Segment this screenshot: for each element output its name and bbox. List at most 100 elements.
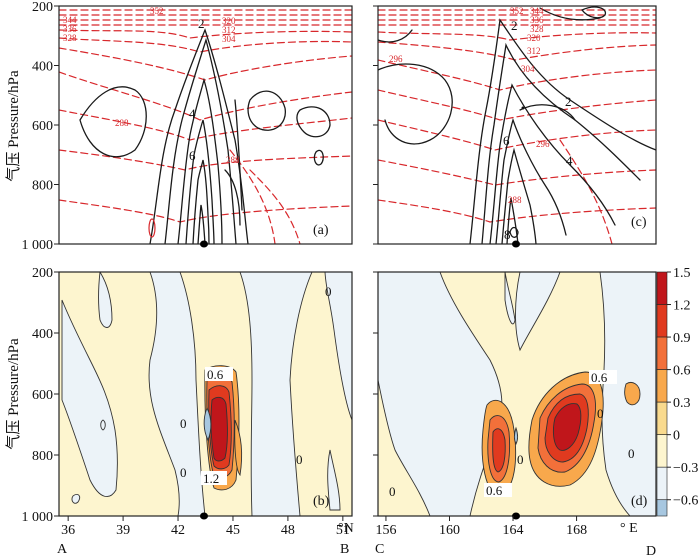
x-tick-label: 160 bbox=[439, 523, 460, 538]
x-tick-label: 156 bbox=[375, 523, 396, 538]
contour-label: 0 bbox=[180, 416, 187, 431]
colorbar-label: 1.5 bbox=[673, 266, 691, 281]
red-contour-labels-c: 352 344 336 328 320 312 304 296 296 288 bbox=[389, 6, 550, 205]
colorbar-label: 0.9 bbox=[673, 331, 691, 346]
colorbar-swatch bbox=[656, 369, 668, 403]
colorbar-swatch bbox=[656, 304, 668, 338]
red-contour-labels-a: 344 336 328 352 320 312 304 288 288 bbox=[63, 6, 240, 165]
black-contour-label: 2 bbox=[565, 94, 572, 109]
red-isentrope-contours bbox=[378, 9, 656, 244]
location-marker bbox=[200, 240, 208, 248]
location-marker bbox=[512, 512, 520, 520]
small-marker bbox=[521, 106, 525, 110]
y-tick-label: 1 000 bbox=[22, 238, 54, 253]
red-contour-label: 336 bbox=[530, 15, 544, 25]
red-contour-label: 304 bbox=[521, 64, 535, 74]
colorbar-label: 0.3 bbox=[673, 396, 691, 411]
panel-b: 0.6 0 0 1.2 0 0 (b) bbox=[58, 271, 353, 520]
x-tick-label: 36 bbox=[61, 523, 75, 538]
contour-label: 0 bbox=[325, 284, 332, 299]
red-contour-label: 312 bbox=[222, 25, 236, 35]
y-tick-label: 800 bbox=[32, 179, 53, 194]
colorbar-label: 1.2 bbox=[673, 299, 691, 314]
x-axis-unit-right: ° E bbox=[620, 521, 638, 536]
contour-label: 0 bbox=[597, 406, 604, 421]
panel-d: 0.6 0.6 0 0 0 0 (d) bbox=[377, 271, 657, 520]
y-tick-label: 600 bbox=[32, 119, 53, 134]
x-tick-label: 42 bbox=[171, 523, 185, 538]
panel-label: (c) bbox=[631, 215, 647, 230]
contour-labels-c: 2 2 4 6 8 bbox=[503, 18, 573, 242]
warm-anomaly-cores bbox=[481, 371, 641, 496]
black-contour-label: 2 bbox=[198, 16, 205, 31]
red-contour-label: 288 bbox=[508, 195, 522, 205]
black-wind-contours bbox=[79, 28, 331, 244]
red-contour-label: 344 bbox=[63, 15, 77, 25]
panel-a: 2 4 6 344 336 328 352 320 312 304 288 28… bbox=[58, 5, 353, 248]
red-contour-label: 320 bbox=[222, 16, 236, 26]
contour-label-box bbox=[201, 471, 227, 485]
section-point-d: D bbox=[646, 544, 656, 556]
panel-c: 2 2 4 6 8 352 344 336 328 320 312 304 29… bbox=[377, 5, 657, 248]
contour-label: 0.6 bbox=[591, 370, 608, 385]
red-contour-label: 352 bbox=[510, 6, 524, 16]
red-contour-label: 288 bbox=[226, 155, 240, 165]
red-contour-label: 352 bbox=[150, 6, 164, 16]
colorbar-label: −0.3 bbox=[673, 461, 698, 476]
colorbar-swatch bbox=[656, 434, 668, 468]
y-axis-title: 气压 Pressure/hPa bbox=[5, 338, 22, 450]
warm-anomaly-core bbox=[203, 365, 243, 491]
contour-labels-b: 0.6 0 0 1.2 0 0 bbox=[180, 284, 332, 486]
y-tick-label: 800 bbox=[32, 449, 53, 464]
panel-label: (a) bbox=[313, 223, 329, 238]
red-contour-label: 336 bbox=[63, 24, 77, 34]
x-tick-label: 39 bbox=[116, 523, 130, 538]
colorbar: 1.5 1.2 0.9 0.6 0.3 0 −0.3 −0.6 bbox=[656, 266, 698, 517]
red-contour-label: 296 bbox=[536, 139, 550, 149]
red-contour-label: 328 bbox=[63, 33, 77, 43]
black-contour-label: 4 bbox=[566, 153, 573, 168]
contour-label-box bbox=[589, 370, 617, 384]
colorbar-swatch bbox=[656, 466, 668, 501]
red-contour-label: 312 bbox=[527, 46, 541, 56]
contour-label: 1.2 bbox=[203, 471, 219, 486]
red-contour-label: 296 bbox=[389, 54, 403, 64]
colorbar-label: −0.6 bbox=[673, 494, 698, 509]
y-tick-label: 200 bbox=[32, 0, 53, 15]
colorbar-swatch bbox=[656, 271, 668, 305]
x-axis-unit-left: °N bbox=[338, 521, 354, 536]
y-tick-label: 600 bbox=[32, 388, 53, 403]
contour-labels-d: 0.6 0.6 0 0 0 0 bbox=[389, 370, 635, 499]
section-point-b: B bbox=[340, 542, 349, 556]
black-wind-contours bbox=[378, 6, 656, 244]
black-contour-label: 4 bbox=[189, 106, 196, 121]
x-tick-label: 48 bbox=[281, 523, 295, 538]
contour-label: 0.6 bbox=[207, 367, 224, 382]
location-marker bbox=[200, 512, 208, 520]
y-tick-label: 1 000 bbox=[22, 510, 54, 525]
contour-label: 0.6 bbox=[486, 483, 503, 498]
colorbar-swatch bbox=[656, 499, 668, 517]
contour-label: 0 bbox=[517, 452, 524, 467]
red-contour-label: 320 bbox=[527, 33, 541, 43]
black-contour-label: 8 bbox=[504, 227, 511, 242]
red-contour-label: 328 bbox=[530, 24, 544, 34]
contour-label-box bbox=[484, 483, 512, 497]
red-contour-label: 304 bbox=[222, 34, 236, 44]
colorbar-label: 0 bbox=[673, 429, 680, 444]
x-tick-label: 45 bbox=[226, 523, 240, 538]
colorbar-swatch bbox=[656, 401, 668, 435]
x-tick-label: 168 bbox=[566, 523, 587, 538]
y-axis-title: 气压 Pressure/hPa bbox=[5, 70, 22, 182]
section-point-c: C bbox=[375, 542, 384, 556]
location-marker bbox=[512, 240, 520, 248]
panel-label: (b) bbox=[313, 494, 330, 509]
black-contour-label: 6 bbox=[189, 148, 196, 163]
y-tick-label: 400 bbox=[32, 60, 53, 75]
y-tick-label: 400 bbox=[32, 327, 53, 342]
neutral-regions bbox=[61, 272, 352, 516]
red-contour-label: 344 bbox=[530, 6, 544, 16]
contour-label: 0 bbox=[296, 452, 303, 467]
red-isentrope-contours bbox=[59, 9, 352, 244]
section-point-a: A bbox=[57, 542, 68, 556]
